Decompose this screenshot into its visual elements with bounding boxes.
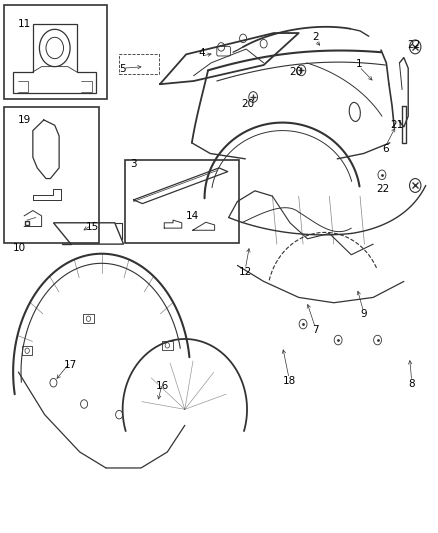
Text: 20: 20 [289,67,302,77]
Text: 9: 9 [360,310,367,319]
Text: 18: 18 [283,376,296,386]
Text: 8: 8 [408,379,415,389]
Text: 4: 4 [198,49,205,58]
Text: 11: 11 [18,19,31,29]
Bar [162,341,173,350]
Text: 7: 7 [312,326,319,335]
Text: 17: 17 [64,360,77,370]
Text: 6: 6 [382,144,389,154]
Text: 3: 3 [130,159,137,169]
Text: 22: 22 [377,184,390,194]
Bar [83,314,94,323]
Text: 19: 19 [18,115,31,125]
Text: 16: 16 [155,382,169,391]
Text: 14: 14 [186,211,199,221]
Bar [22,346,32,355]
Text: 15: 15 [85,222,99,231]
Text: 1: 1 [356,59,363,69]
Text: 10: 10 [13,243,26,253]
Text: 20: 20 [241,99,254,109]
Text: 22: 22 [407,41,420,50]
Text: 5: 5 [119,64,126,74]
Text: 12: 12 [239,267,252,277]
Text: 2: 2 [312,33,319,42]
Text: 21: 21 [390,120,403,130]
